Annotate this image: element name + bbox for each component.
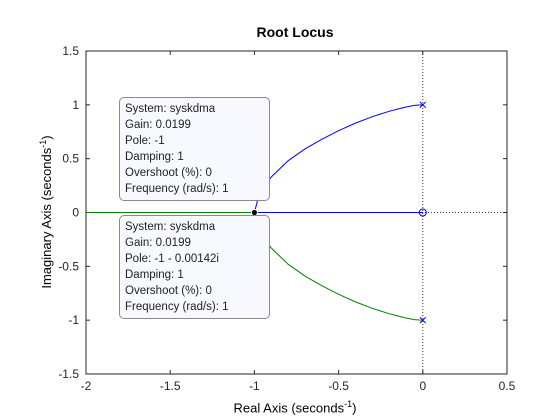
- x-tick-label: -1.5: [160, 379, 181, 393]
- x-axis-label-exponent: -1: [344, 399, 353, 409]
- datatip-line: Overshoot (%): 0: [125, 285, 212, 297]
- y-tick-label: -0.5: [58, 259, 79, 273]
- datatip-line: Damping: 1: [125, 269, 184, 281]
- x-axis-label-text: Real Axis (seconds: [233, 400, 345, 416]
- locus-branch-2: [253, 212, 423, 321]
- pole-marker-stroke: [419, 101, 427, 109]
- x-axis-label: Real Axis (seconds-1): [0, 399, 560, 415]
- x-tick-label: -2: [81, 379, 92, 393]
- datatip-line: System: syskdma: [125, 103, 216, 115]
- y-tick-label: -1: [68, 313, 79, 327]
- datatip-line: Gain: 0.0199: [125, 119, 191, 131]
- y-tick-label: 0.5: [62, 152, 79, 166]
- y-tick-label: 0: [72, 206, 79, 220]
- x-tick-label: 0.5: [499, 379, 516, 393]
- y-tick-label: -1.5: [58, 367, 79, 381]
- x-tick-label: -1: [249, 379, 260, 393]
- datatip-line: Frequency (rad/s): 1: [125, 183, 229, 195]
- datatip-line: System: syskdma: [125, 221, 216, 233]
- datatip-lower[interactable]: System: syskdma Gain: 0.0199 Pole: -1 - 0.…: [119, 215, 270, 319]
- pole-marker: [419, 101, 427, 109]
- datatip-line: Pole: -1: [125, 135, 165, 147]
- zero-marker: [418, 208, 427, 217]
- pole-marker-stroke: [419, 316, 427, 324]
- datatip-line: Overshoot (%): 0: [125, 167, 212, 179]
- datatip-line: Pole: -1 - 0.00142i: [125, 253, 219, 265]
- datatip-line: Frequency (rad/s): 1: [125, 301, 229, 313]
- datatip-line: Damping: 1: [125, 151, 184, 163]
- x-tick-label: -0.5: [328, 379, 349, 393]
- datatip-line: Gain: 0.0199: [125, 237, 191, 249]
- chart-title: Root Locus: [256, 24, 334, 40]
- y-tick-label: 1: [72, 98, 79, 112]
- locus-branch-0: [253, 104, 423, 213]
- pole-marker: [419, 316, 427, 324]
- x-axis-label-close: ): [352, 400, 357, 416]
- datatip-upper[interactable]: System: syskdma Gain: 0.0199 Pole: -1 Dampi…: [119, 97, 270, 201]
- x-tick-label: 0: [419, 379, 426, 393]
- y-tick-label: 1.5: [62, 44, 79, 58]
